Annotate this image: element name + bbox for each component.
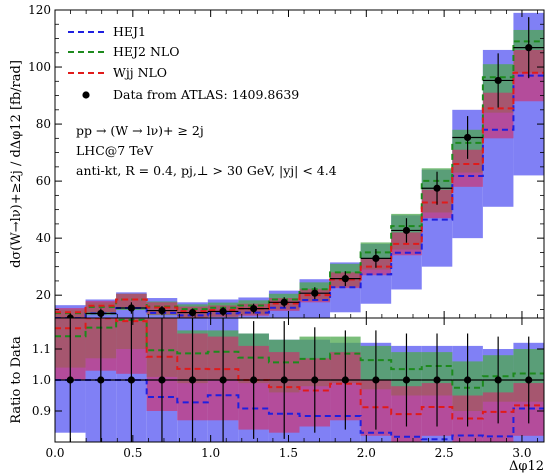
data-point-6	[250, 376, 258, 384]
data-point-3	[158, 376, 166, 384]
y-axis-title-main: dσ(W→lν)+≥2j / dΔφ12 [fb/rad]	[9, 60, 24, 268]
legend-label-hej2: HEJ2 NLO	[113, 44, 179, 59]
x-tick-label-1: 1.0	[201, 446, 220, 460]
y-tick-label-main-80: 80	[36, 117, 51, 131]
data-point-9	[341, 275, 349, 283]
wjj-nlo-line	[55, 318, 544, 420]
data-point-5	[219, 307, 227, 316]
data-point-9	[341, 376, 349, 384]
wjj-nlo-line	[55, 71, 544, 314]
data-point-2	[127, 304, 136, 312]
data-point-8	[311, 289, 319, 297]
y-tick-label-ratio-0.9: 0.9	[32, 404, 51, 418]
y-tick-label-main-100: 100	[28, 60, 51, 74]
y-axis-title-ratio: Ratio to Data	[9, 336, 24, 424]
data-point-1	[97, 376, 105, 384]
legend-label-wjj: Wjj NLO	[113, 65, 167, 80]
data-point-5	[219, 376, 227, 384]
y-tick-label-main-120: 120	[28, 3, 51, 17]
hej1-line	[55, 379, 544, 441]
legend: HEJ1 HEJ2 NLO Wjj NLO Data from ATLAS: 1…	[68, 24, 299, 102]
data-point-4	[188, 308, 197, 317]
legend-swatch-data	[82, 91, 90, 99]
x-axis-title: Δφ12	[509, 459, 544, 474]
legend-label-hej1: HEJ1	[113, 24, 146, 39]
y-tick-label-main-60: 60	[36, 174, 51, 188]
data-point-15	[525, 376, 533, 384]
data-point-13	[463, 133, 472, 142]
data-point-12	[433, 184, 441, 192]
annotation-cuts: anti-kt, R = 0.4, pj,⊥ > 30 GeV, |yj| < …	[76, 163, 337, 178]
x-tick-label-2.5: 2.5	[435, 446, 454, 460]
data-point-14	[494, 376, 502, 384]
data-point-15	[525, 44, 533, 52]
annotation-process: pp → (W → lν)+ ≥ 2j	[76, 123, 204, 138]
hej2-nlo-line	[55, 318, 544, 389]
main-ticks: 20 40 60 80 100 120	[28, 3, 544, 318]
main-points	[55, 17, 544, 318]
data-point-7	[280, 376, 288, 384]
data-point-3	[158, 306, 166, 315]
data-point-4	[188, 376, 197, 384]
x-tick-label-2: 2.0	[357, 446, 376, 460]
y-tick-label-main-40: 40	[36, 231, 51, 245]
x-tick-label-0.5: 0.5	[123, 446, 142, 460]
data-point-10	[372, 254, 380, 262]
hej1-line	[55, 74, 544, 318]
x-tick-label-0: 0.0	[45, 446, 64, 460]
data-point-14	[494, 76, 502, 85]
data-point-6	[250, 304, 258, 313]
data-point-10	[372, 376, 380, 384]
data-point-0	[66, 376, 74, 384]
data-point-11	[402, 226, 411, 235]
main-panel: 20 40 60 80 100 120	[28, 3, 545, 319]
ratio-ticks: 0.9 1.0 1.1 0.0 0.5 1.0 1.5 2.0 2.5 3.0	[32, 318, 544, 460]
data-point-13	[463, 376, 472, 384]
data-point-12	[433, 376, 441, 384]
annotation-energy: LHC@7 TeV	[76, 143, 154, 158]
y-tick-label-main-20: 20	[36, 288, 51, 302]
data-point-2	[127, 376, 136, 384]
main-lines	[55, 40, 544, 318]
data-point-11	[402, 376, 411, 384]
x-tick-label-1.5: 1.5	[279, 446, 298, 460]
data-point-7	[280, 298, 288, 306]
annotations: pp → (W → lν)+ ≥ 2j LHC@7 TeV anti-kt, R…	[76, 123, 337, 178]
legend-label-data: Data from ATLAS: 1409.8639	[113, 87, 299, 102]
x-tick-label-3: 3.0	[512, 446, 531, 460]
data-point-8	[311, 376, 319, 384]
data-point-1	[97, 309, 105, 318]
ratio-panel: 0.9 1.0 1.1 0.0 0.5 1.0 1.5 2.0 2.5 3.0	[32, 317, 545, 460]
y-tick-label-ratio-1: 1.0	[32, 373, 51, 387]
ratio-points	[55, 318, 544, 442]
y-tick-label-ratio-1.1: 1.1	[32, 342, 51, 356]
